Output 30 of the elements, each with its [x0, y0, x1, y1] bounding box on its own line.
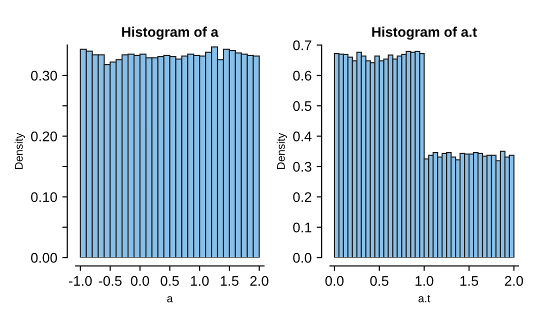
x-tick-label: 1.5 [460, 276, 478, 286]
x-tick-label: 1.5 [220, 276, 239, 286]
x-tick-label: 2.0 [504, 276, 524, 286]
chart-title: Histogram of a.t [372, 26, 477, 40]
y-tick-label: 0.5 [293, 101, 312, 111]
y-tick-label: 0.1 [293, 222, 312, 232]
x-tick-label: 0.5 [370, 276, 388, 286]
x-tick-label: 1.0 [416, 276, 434, 286]
chart-title: Histogram of a [122, 26, 219, 40]
y-axis-title: Density [276, 132, 288, 169]
x-axis-title: a.t [418, 295, 430, 302]
y-tick-label: 0.10 [31, 192, 58, 202]
y-tick-label: 0.00 [31, 252, 58, 263]
y-tick-label: 0.6 [293, 70, 312, 81]
x-tick-label: 2.0 [250, 276, 268, 286]
x-tick-label: -0.5 [98, 276, 122, 286]
y-tick-label: 0.7 [293, 40, 312, 50]
y-tick-label: 0.3 [293, 162, 312, 172]
y-axis-title: Density [14, 132, 25, 169]
x-tick-label: 1.0 [191, 276, 209, 286]
y-tick-label: 0.4 [293, 131, 312, 142]
x-tick-label: 0.0 [130, 276, 150, 286]
x-tick-label: 0.0 [325, 276, 344, 286]
y-tick-label: 0.0 [293, 252, 312, 263]
y-tick-label: 0.2 [293, 192, 312, 202]
x-tick-label: -1.0 [69, 276, 92, 286]
y-tick-label: 0.20 [31, 131, 58, 142]
x-tick-label: 0.5 [160, 276, 179, 286]
y-tick-label: 0.30 [31, 70, 58, 81]
x-axis-title: a [167, 296, 173, 302]
